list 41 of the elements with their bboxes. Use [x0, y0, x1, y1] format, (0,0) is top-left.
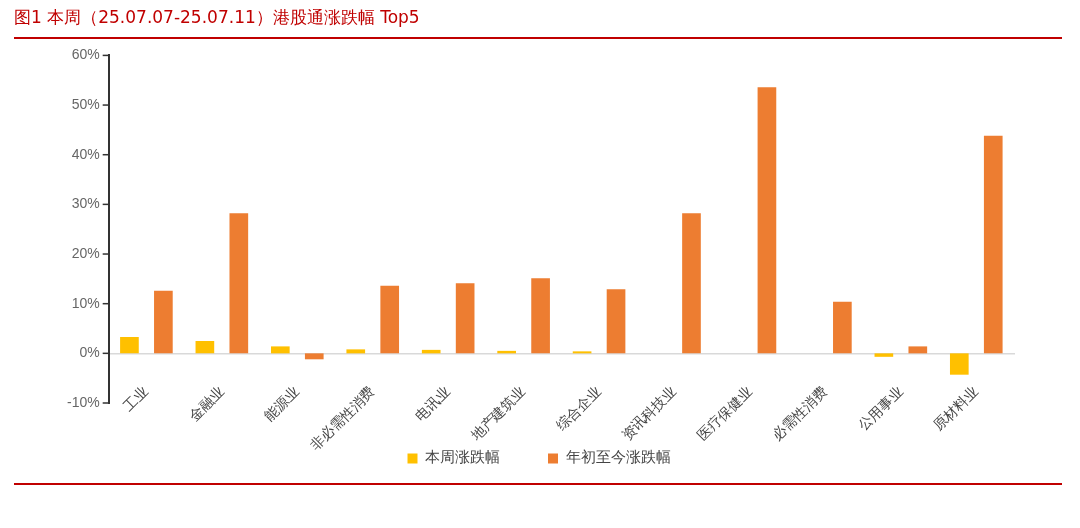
bar: [949, 353, 969, 375]
x-tick-label: 医疗保健业: [693, 382, 755, 444]
y-tick-label: 10%: [71, 294, 100, 311]
bar: [229, 213, 249, 354]
y-tick-label: 0%: [79, 344, 100, 361]
y-tick-label: 20%: [71, 244, 100, 261]
x-tick-label: 非必需性消费: [306, 382, 378, 454]
x-tick-label: 公用事业: [854, 382, 906, 434]
bar: [195, 340, 215, 354]
x-tick-label: 能源业: [260, 382, 302, 424]
bar: [757, 87, 777, 354]
y-tick-label: -10%: [67, 393, 100, 410]
x-tick-label: 电讯业: [411, 382, 453, 424]
chart-title: 图1 本周（25.07.07-25.07.11）港股通涨跌幅 Top5: [14, 6, 420, 29]
bar: [531, 278, 550, 354]
x-tick-label: 地产建筑业: [466, 382, 529, 445]
y-tick-label: 60%: [71, 46, 100, 63]
legend-label: 年初至今涨跌幅: [565, 448, 671, 467]
bar: [120, 336, 139, 354]
bar: [874, 353, 894, 357]
y-tick-label: 30%: [71, 195, 100, 212]
bar: [346, 349, 366, 354]
bar: [154, 290, 173, 354]
bar: [908, 346, 928, 354]
bar: [380, 285, 400, 354]
x-tick-label: 金融业: [185, 382, 227, 424]
bar: [270, 346, 290, 354]
bar: [455, 283, 475, 354]
bar: [304, 353, 324, 360]
bar: [983, 135, 1003, 354]
bar: [606, 289, 626, 354]
y-tick-label: 50%: [71, 95, 100, 112]
x-tick-label: 原材料业: [930, 382, 981, 434]
legend-label: 本周涨跌幅: [425, 448, 500, 467]
x-tick-label: 综合企业: [552, 382, 604, 434]
y-tick-label: 40%: [71, 145, 100, 162]
bar: [682, 213, 701, 354]
bar: [833, 301, 852, 354]
x-tick-label: 必需性消费: [769, 382, 831, 444]
x-tick-label: 工业: [119, 382, 152, 414]
x-tick-label: 资讯科技业: [618, 382, 680, 444]
